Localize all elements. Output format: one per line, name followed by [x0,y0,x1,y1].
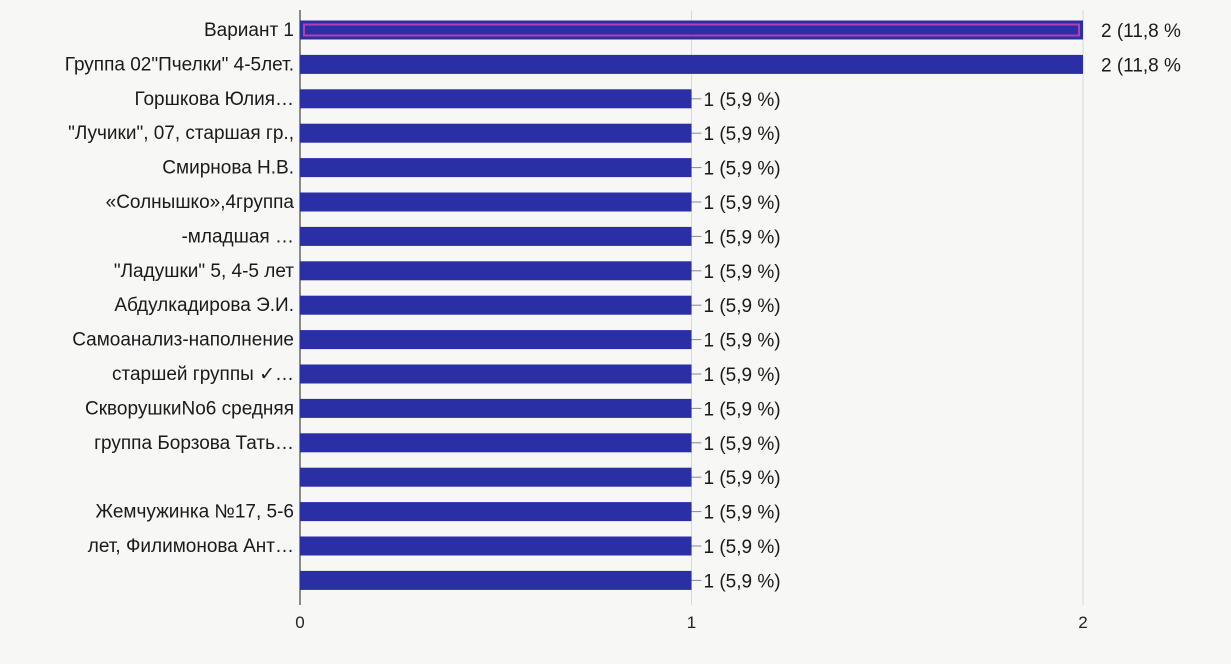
bar [300,158,692,178]
bar [300,570,692,590]
category-label: Горшкова Юлия… [134,89,294,110]
data-label: 1 (5,9 %) [704,262,781,283]
x-tick-label: 0 [295,613,304,632]
category-label: -младшая … [181,226,294,247]
data-label: 1 (5,9 %) [704,296,781,317]
bar [300,502,692,522]
category-label: СкворушкиNo6 средняя [85,398,294,419]
bar [300,433,692,453]
data-label: 1 (5,9 %) [704,365,781,386]
data-label: 1 (5,9 %) [704,331,781,352]
bar [300,20,1083,40]
data-label: 1 (5,9 %) [704,434,781,455]
x-tick-label: 1 [687,613,696,632]
x-tick-label: 2 [1078,613,1087,632]
category-label: Группа 02"Пчелки" 4-5лет. [65,54,294,75]
bar [300,261,692,281]
bar [300,226,692,246]
bar [300,295,692,315]
category-label: Жемчужинка №17, 5-6 [96,502,294,523]
category-label: Абдулкадирова Э.И. [114,295,294,316]
category-label: старшей группы ✓… [112,364,294,385]
category-label: лет, Филимонова Ант… [88,536,294,557]
category-label: Вариант 1 [204,20,294,41]
category-label: Самоанализ-наполнение [72,330,294,351]
data-label: 1 (5,9 %) [704,159,781,180]
bar [300,89,692,109]
data-label: 1 (5,9 %) [704,124,781,145]
data-label: 1 (5,9 %) [704,90,781,111]
category-label: "Лучики", 07, старшая гр., [68,123,294,144]
data-label: 1 (5,9 %) [704,468,781,489]
data-label: 1 (5,9 %) [704,571,781,592]
bar [300,123,692,143]
data-label: 1 (5,9 %) [704,503,781,524]
bar [300,536,692,556]
data-label: 1 (5,9 %) [704,399,781,420]
data-label: 2 (11,8 % [1101,21,1181,42]
data-label: 1 (5,9 %) [704,537,781,558]
category-label: "Ладушки" 5, 4-5 лет [114,261,294,282]
data-label: 2 (11,8 % [1101,55,1181,76]
bar [300,398,692,418]
bar [300,364,692,384]
bar-selection-outline [303,23,1080,37]
bar [300,467,692,487]
bar [300,54,1083,74]
bar [300,330,692,350]
category-label: Смирнова Н.В. [162,158,294,179]
category-label: «Солнышко»,4группа [106,192,295,213]
data-label: 1 (5,9 %) [704,193,781,214]
data-label: 1 (5,9 %) [704,227,781,248]
category-label: группа Борзова Тать… [94,433,294,454]
bar [300,192,692,212]
